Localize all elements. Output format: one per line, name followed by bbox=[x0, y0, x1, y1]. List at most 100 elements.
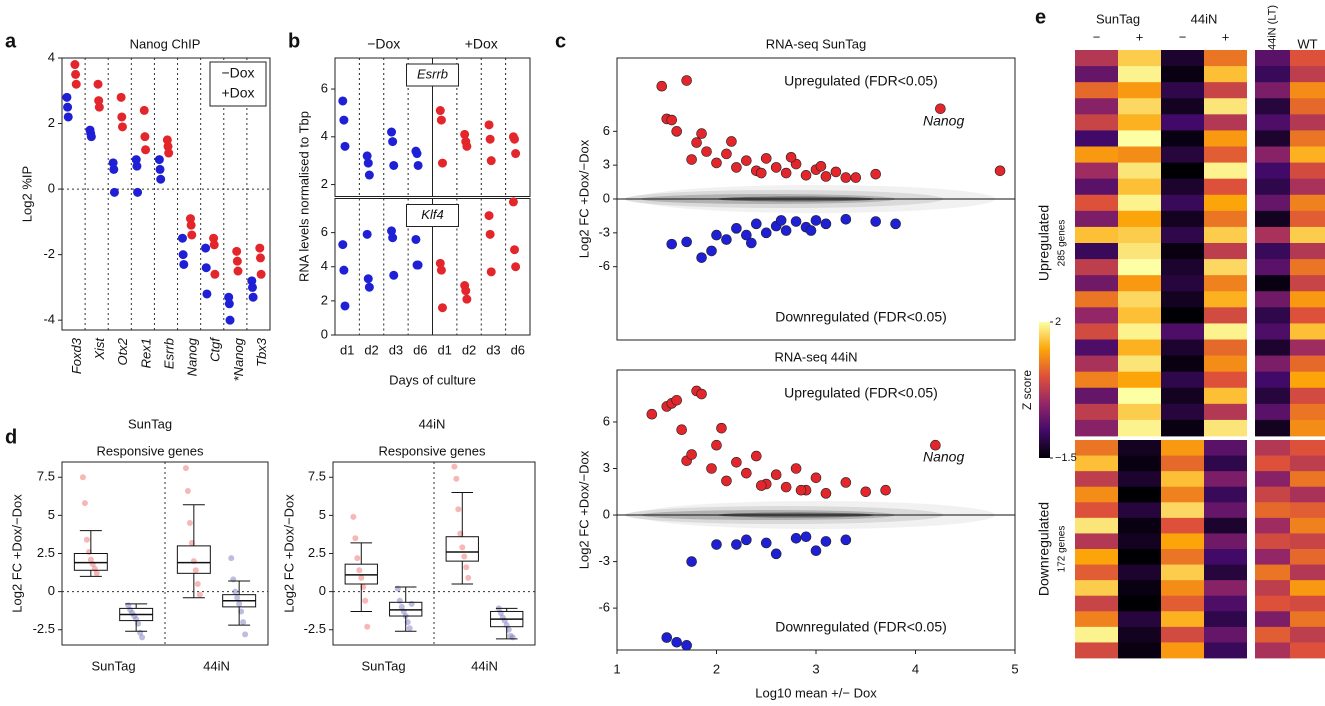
heatmap-cell bbox=[1118, 243, 1161, 260]
colorbar bbox=[1039, 322, 1050, 458]
heatmap-cell bbox=[1118, 549, 1161, 565]
heatmap-cell bbox=[1075, 355, 1118, 373]
heatmap-cell bbox=[1161, 178, 1204, 196]
data-point bbox=[164, 148, 174, 158]
jitter-point bbox=[83, 536, 90, 543]
x-tick-label: Ctgf bbox=[208, 337, 223, 362]
data-point bbox=[187, 230, 197, 240]
heatmap-cell bbox=[1075, 455, 1118, 472]
heatmap-cell bbox=[1161, 275, 1204, 292]
data-point bbox=[178, 250, 188, 260]
data-point bbox=[815, 160, 827, 172]
data-point bbox=[71, 69, 81, 79]
heatmap-cell bbox=[1255, 387, 1290, 405]
data-point bbox=[162, 135, 172, 145]
heatmap-cell bbox=[1118, 146, 1161, 163]
heatmap-cell bbox=[1290, 533, 1325, 550]
heatmap-cell bbox=[1075, 259, 1118, 276]
data-point bbox=[691, 137, 702, 148]
column-label: 44iN (LT) bbox=[1266, 5, 1278, 50]
data-point bbox=[209, 233, 219, 243]
data-point bbox=[132, 161, 142, 171]
data-point bbox=[201, 263, 211, 273]
heatmap-cell bbox=[1255, 517, 1290, 534]
x-tick-label: d6 bbox=[511, 342, 525, 357]
data-point bbox=[435, 258, 445, 268]
heatmap-cell bbox=[1204, 642, 1247, 659]
data-point bbox=[232, 246, 242, 256]
data-point bbox=[340, 141, 350, 151]
heatmap-cell bbox=[1075, 419, 1118, 437]
data-point bbox=[177, 233, 187, 243]
data-point bbox=[935, 103, 946, 115]
heatmap-cell bbox=[1075, 82, 1118, 99]
heatmap-cell bbox=[1290, 226, 1325, 244]
heatmap-cell bbox=[1204, 307, 1247, 324]
data-point bbox=[461, 286, 471, 296]
jitter-point bbox=[182, 465, 189, 472]
data-point bbox=[820, 536, 832, 547]
heatmap-cell bbox=[1118, 403, 1161, 421]
data-point bbox=[666, 114, 678, 126]
heatmap-cell bbox=[1075, 178, 1118, 196]
data-point bbox=[133, 187, 143, 197]
data-point bbox=[820, 218, 832, 230]
heatmap-cell bbox=[1290, 517, 1325, 534]
x-tick-label: 3 bbox=[812, 661, 819, 676]
jitter-point bbox=[236, 600, 243, 607]
heatmap-cell bbox=[1204, 517, 1247, 534]
heatmap-cell bbox=[1204, 323, 1247, 340]
x-axis-label: Log10 mean +/− Dox bbox=[755, 685, 877, 700]
heatmap-cell bbox=[1204, 162, 1247, 180]
data-point bbox=[71, 79, 81, 89]
heatmap-cell bbox=[1118, 502, 1161, 519]
heatmap-cell bbox=[1161, 533, 1204, 550]
x-tick-label: 44iN bbox=[203, 658, 230, 673]
data-point bbox=[760, 537, 772, 549]
heatmap-cell bbox=[1255, 82, 1290, 99]
heatmap-cell bbox=[1161, 564, 1204, 581]
heatmap-cell bbox=[1075, 146, 1118, 163]
y-tick-label: -3 bbox=[598, 224, 610, 239]
data-point bbox=[820, 488, 832, 499]
heatmap-cell bbox=[1255, 486, 1290, 503]
data-point bbox=[701, 146, 712, 157]
column-label: WT bbox=[1297, 36, 1317, 51]
heatmap-cell bbox=[1075, 130, 1118, 147]
jitter-point bbox=[228, 555, 235, 562]
heatmap-cell bbox=[1204, 580, 1247, 597]
jitter-point bbox=[234, 594, 241, 601]
panel-label: a bbox=[5, 30, 17, 52]
column-group-label: SunTag bbox=[1096, 11, 1140, 26]
heatmap-cell bbox=[1161, 339, 1204, 356]
heatmap-cell bbox=[1204, 549, 1247, 565]
data-point bbox=[462, 141, 472, 151]
data-point bbox=[510, 134, 520, 144]
x-tick-label: 5 bbox=[1011, 661, 1018, 676]
data-point bbox=[696, 252, 707, 263]
heatmap-cell bbox=[1204, 355, 1247, 373]
heatmap-cell bbox=[1118, 307, 1161, 324]
heatmap-cell bbox=[1290, 371, 1325, 389]
heatmap-cell bbox=[1290, 146, 1325, 163]
heatmap-cell bbox=[1075, 626, 1118, 643]
data-point bbox=[731, 539, 742, 550]
heatmap-cell bbox=[1118, 564, 1161, 581]
data-point bbox=[721, 234, 732, 245]
heatmap-cell bbox=[1075, 162, 1118, 180]
data-point bbox=[255, 243, 265, 253]
heatmap-cell bbox=[1255, 50, 1290, 67]
x-tick-label: Xist bbox=[92, 337, 107, 361]
y-tick-label: 0 bbox=[603, 190, 610, 205]
jitter-point bbox=[509, 634, 516, 641]
data-point bbox=[810, 215, 822, 226]
x-tick-label: 2 bbox=[713, 661, 720, 676]
data-point bbox=[486, 156, 496, 166]
facet-label: Klf4 bbox=[421, 207, 443, 222]
heatmap-cell bbox=[1255, 471, 1290, 488]
data-point bbox=[338, 240, 348, 250]
data-point bbox=[800, 170, 812, 181]
heatmap-cell bbox=[1161, 486, 1204, 503]
facet-label-box bbox=[406, 204, 459, 227]
heatmap-cell bbox=[1161, 98, 1204, 115]
